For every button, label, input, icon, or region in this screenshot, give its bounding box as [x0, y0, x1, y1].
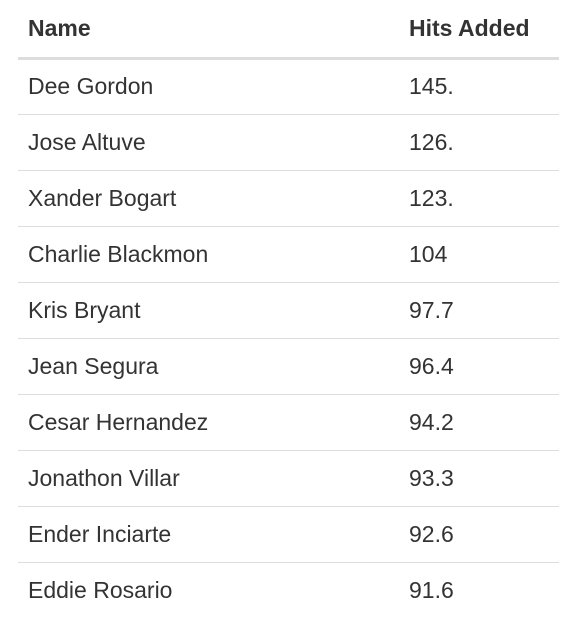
table-row: Cesar Hernandez 94.2 — [18, 393, 559, 450]
cell-player-name: Eddie Rosario — [18, 561, 399, 618]
table-row: Xander Bogart 123. — [18, 169, 559, 226]
hits-added-table: Name Hits Added Dee Gordon 145. Jose Alt… — [18, 0, 559, 618]
cell-hits-added: 91.6 — [399, 561, 559, 618]
cell-hits-added: 94.2 — [399, 393, 559, 450]
column-header-hits-added[interactable]: Hits Added — [399, 0, 559, 60]
table-row: Charlie Blackmon 104 — [18, 225, 559, 282]
cell-player-name: Dee Gordon — [28, 73, 154, 99]
cell-player-name: Ender Inciarte — [18, 505, 399, 562]
table-row: Dee Gordon 145. — [18, 58, 559, 114]
cell-hits-added: 145. — [409, 73, 454, 99]
cell-player-name: Cesar Hernandez — [18, 393, 399, 450]
table-row: Kris Bryant 97.7 — [18, 281, 559, 338]
table-row: Ender Inciarte 92.6 — [18, 505, 559, 562]
cell-hits-added: 123. — [399, 169, 559, 226]
cell-player-name: Kris Bryant — [18, 281, 399, 338]
cell-hits-added: 93.3 — [399, 449, 559, 506]
cell-player-name: Jose Altuve — [18, 113, 399, 170]
table-row: Eddie Rosario 91.6 — [18, 561, 559, 618]
cell-hits-added: 104 — [399, 225, 559, 282]
cell-hits-added: 96.4 — [399, 337, 559, 394]
table-header-row: Name Hits Added — [18, 0, 559, 60]
cell-hits-added: 92.6 — [399, 505, 559, 562]
cell-player-name: Charlie Blackmon — [18, 225, 399, 282]
cell-hits-added: 126. — [399, 113, 559, 170]
table-row: Jose Altuve 126. — [18, 113, 559, 170]
data-table-container: Name Hits Added Dee Gordon 145. Jose Alt… — [18, 0, 559, 618]
cell-hits-added: 97.7 — [399, 281, 559, 338]
cell-player-name: Xander Bogart — [18, 169, 399, 226]
table-row: Jean Segura 96.4 — [18, 337, 559, 394]
column-header-name[interactable]: Name — [18, 0, 399, 60]
cell-player-name: Jean Segura — [18, 337, 399, 394]
cell-player-name: Jonathon Villar — [18, 449, 399, 506]
table-row: Jonathon Villar 93.3 — [18, 449, 559, 506]
